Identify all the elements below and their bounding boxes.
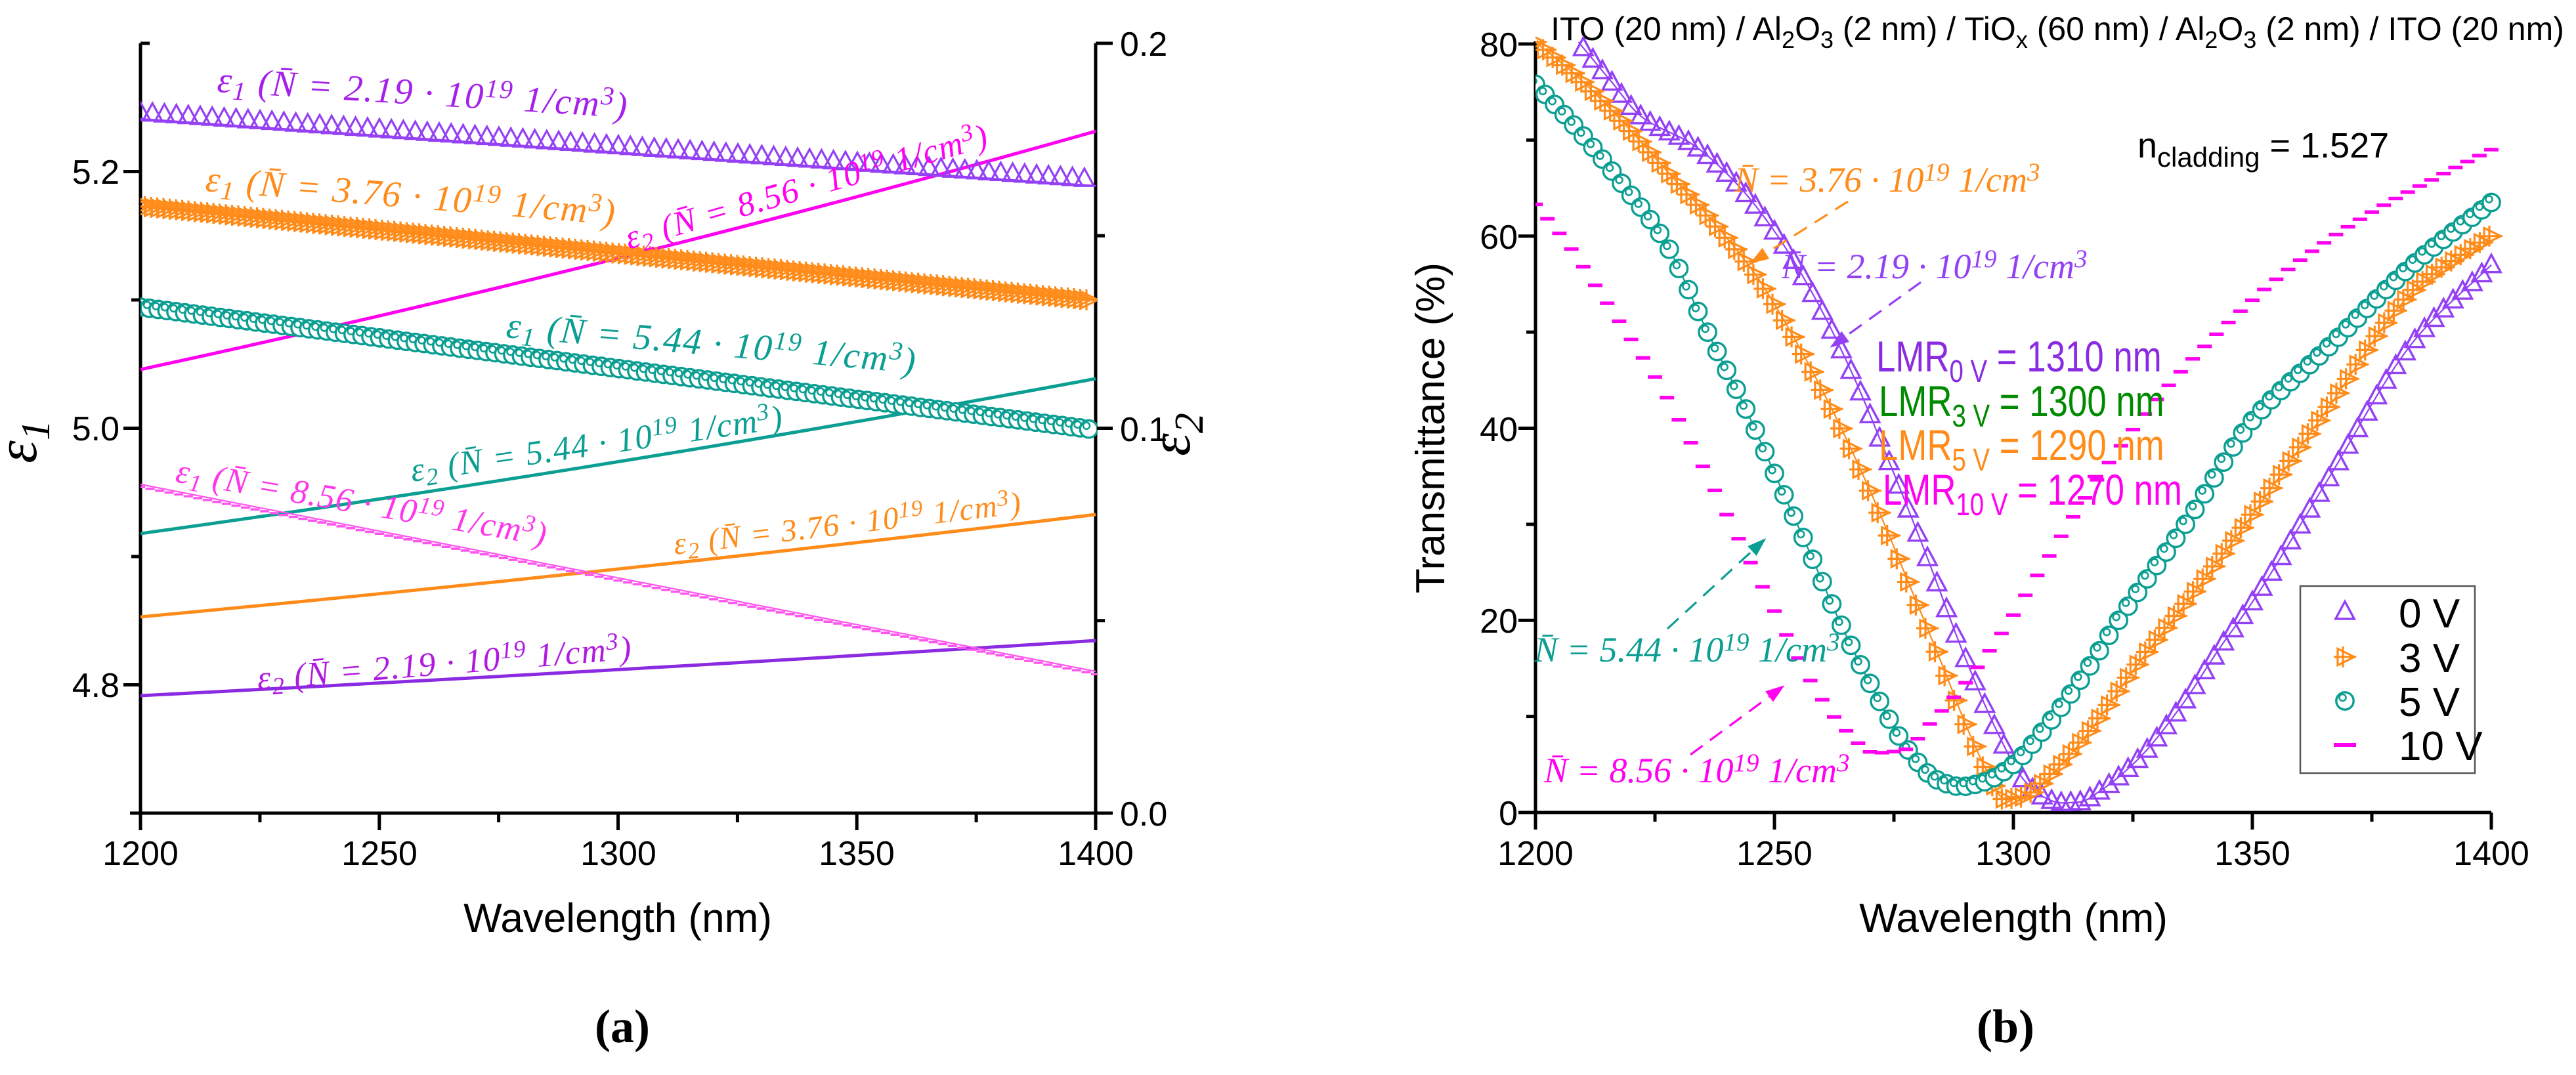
svg-text:0 V: 0 V (2399, 591, 2460, 637)
svg-text:LMR5 V = 1290 nm: LMR5 V = 1290 nm (1879, 421, 2164, 478)
svg-text:LMR10 V = 1270 nm: LMR10 V = 1270 nm (1883, 465, 2182, 522)
svg-text:(b): (b) (1977, 1000, 2034, 1053)
svg-text:80: 80 (1480, 26, 1518, 64)
svg-text:1250: 1250 (341, 835, 418, 873)
svg-text:1200: 1200 (102, 835, 179, 873)
svg-text:1200: 1200 (1497, 835, 1574, 873)
svg-text:1250: 1250 (1736, 835, 1813, 873)
svg-text:ITO (20 nm) / Al2O3 (2 nm) / T: ITO (20 nm) / Al2O3 (2 nm) / TiOx (60 nm… (1551, 11, 2564, 53)
svg-text:Wavelength (nm): Wavelength (nm) (1859, 896, 2168, 941)
svg-text:N̄ = 2.19 · 1019 1/cm3: N̄ = 2.19 · 1019 1/cm3 (1781, 245, 2087, 286)
svg-text:1400: 1400 (2453, 835, 2529, 873)
svg-text:ncladding = 1.527: ncladding = 1.527 (2137, 126, 2389, 173)
svg-text:20: 20 (1480, 602, 1518, 641)
svg-text:1400: 1400 (1058, 835, 1134, 873)
svg-text:(a): (a) (595, 1000, 650, 1053)
svg-text:1350: 1350 (2214, 835, 2290, 873)
svg-text:Wavelength (nm): Wavelength (nm) (463, 896, 772, 941)
svg-text:0.1: 0.1 (1120, 411, 1167, 449)
svg-text:4.8: 4.8 (72, 667, 119, 705)
svg-text:LMR0 V = 1310 nm: LMR0 V = 1310 nm (1876, 332, 2162, 389)
svg-text:LMR3 V = 1300 nm: LMR3 V = 1300 nm (1879, 377, 2164, 434)
svg-text:10 V: 10 V (2399, 724, 2483, 769)
svg-text:1300: 1300 (1975, 835, 2051, 873)
svg-text:40: 40 (1480, 411, 1518, 449)
svg-text:5.0: 5.0 (72, 410, 119, 448)
svg-text:3 V: 3 V (2399, 636, 2460, 681)
svg-text:1300: 1300 (580, 835, 656, 873)
svg-text:5.2: 5.2 (72, 154, 119, 192)
svg-text:N̄ = 5.44 · 1019 1/cm3: N̄ = 5.44 · 1019 1/cm3 (1534, 628, 1839, 669)
svg-text:5 V: 5 V (2399, 680, 2460, 725)
svg-text:0.0: 0.0 (1120, 795, 1167, 833)
svg-text:Transmittance (%): Transmittance (%) (1408, 263, 1453, 593)
svg-text:60: 60 (1480, 219, 1518, 257)
svg-text:0: 0 (1499, 795, 1518, 833)
svg-text:0.2: 0.2 (1120, 26, 1167, 64)
svg-text:N̄ = 8.56 · 1019 1/cm3: N̄ = 8.56 · 1019 1/cm3 (1543, 749, 1849, 790)
svg-text:1350: 1350 (819, 835, 895, 873)
svg-text:N̄ = 3.76 · 1019 1/cm3: N̄ = 3.76 · 1019 1/cm3 (1734, 158, 2040, 200)
